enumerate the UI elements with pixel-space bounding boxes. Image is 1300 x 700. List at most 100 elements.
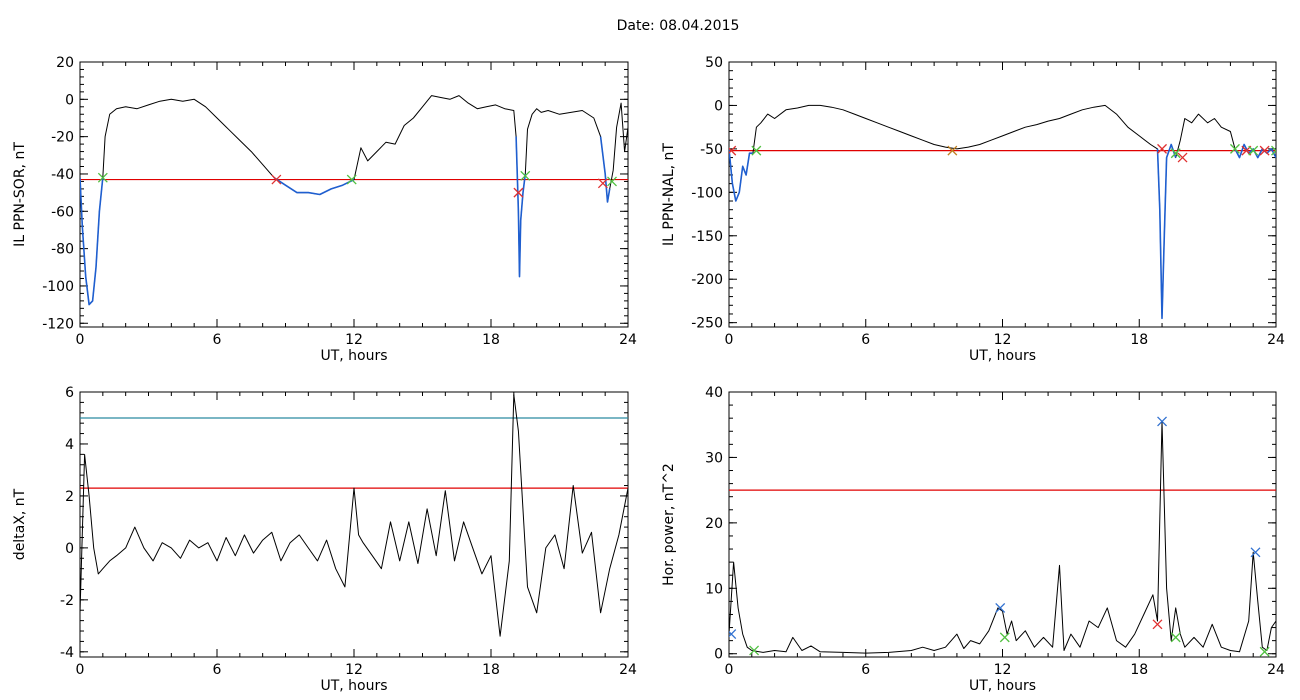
- series-line: [729, 104, 1276, 319]
- y-tick-label: 0: [714, 647, 723, 663]
- y-tick-label: 0: [65, 541, 74, 557]
- series-line: [80, 394, 628, 637]
- x-axis-label: UT, hours: [320, 678, 387, 694]
- y-tick-label: 20: [705, 516, 723, 532]
- page-title: Date: 08.04.2015: [0, 18, 1300, 34]
- y-tick-label: 2: [65, 489, 74, 505]
- data-marker: [1177, 152, 1188, 163]
- plot-data-group: [729, 416, 1276, 657]
- y-tick-label: 0: [65, 92, 74, 108]
- plot-data-group: [80, 394, 628, 637]
- data-marker: [1259, 646, 1270, 657]
- series-segment: [80, 177, 104, 306]
- y-axis-label: deltaX, nT: [12, 488, 28, 560]
- date-value: 08.04.2015: [659, 18, 740, 34]
- x-tick-label: 6: [861, 662, 870, 678]
- x-tick-label: 24: [1267, 332, 1285, 348]
- y-tick-label: -2: [60, 593, 74, 609]
- data-marker: [729, 145, 737, 156]
- x-axis-label: UT, hours: [969, 678, 1036, 694]
- series-line: [729, 420, 1276, 654]
- x-tick-label: 12: [345, 662, 363, 678]
- data-marker: [1230, 143, 1240, 154]
- x-tick-label: 12: [345, 332, 363, 348]
- data-marker: [1248, 145, 1259, 156]
- y-tick-label: -120: [42, 316, 74, 332]
- y-axis-label: Hor. power, nT^2: [661, 463, 677, 586]
- series-segment: [515, 136, 527, 278]
- plot-frame: [728, 391, 1277, 658]
- x-tick-label: 18: [482, 332, 500, 348]
- x-tick-label: 18: [482, 662, 500, 678]
- x-tick-label: 6: [213, 332, 222, 348]
- y-tick-label: 6: [65, 385, 74, 401]
- x-tick-label: 0: [725, 662, 734, 678]
- series-segment: [1156, 143, 1177, 320]
- y-tick-label: -100: [42, 279, 74, 295]
- series-segment: [729, 148, 753, 202]
- y-tick-label: 50: [705, 55, 723, 71]
- x-tick-label: 18: [1130, 662, 1148, 678]
- y-tick-label: 40: [705, 385, 723, 401]
- data-marker: [729, 629, 737, 640]
- y-tick-label: 0: [714, 98, 723, 114]
- x-tick-label: 18: [1130, 332, 1148, 348]
- data-marker: [1157, 416, 1168, 427]
- x-tick-label: 24: [619, 662, 637, 678]
- data-marker: [513, 187, 524, 198]
- y-tick-label: -4: [60, 645, 74, 661]
- data-marker: [271, 174, 282, 185]
- chart-panel-1: 0 6 12 18 24 20 0 -20 -40 -60 -80 -100 -120 UT, hours…: [12, 55, 637, 364]
- data-marker: [597, 178, 608, 189]
- series-segment: [273, 177, 355, 196]
- data-marker: [1271, 145, 1276, 156]
- y-tick-label: -200: [691, 272, 723, 288]
- plot-frame: [79, 61, 629, 328]
- x-tick-label: 24: [1267, 662, 1285, 678]
- plot-data-group: [80, 95, 628, 306]
- y-tick-label: -50: [700, 142, 723, 158]
- data-marker: [749, 645, 760, 656]
- x-tick-label: 6: [213, 662, 222, 678]
- data-marker: [1259, 145, 1270, 156]
- x-tick-label: 12: [994, 332, 1012, 348]
- y-tick-label: 10: [705, 581, 723, 597]
- plot-data-group: [729, 104, 1276, 320]
- x-axis-label: UT, hours: [320, 348, 387, 364]
- chart-panel-3: 0 6 12 18 24 6 4 2 0 -2 -4 UT, hours deltaX, nT: [12, 385, 637, 694]
- data-marker: [1170, 148, 1181, 159]
- y-tick-label: -80: [51, 242, 74, 258]
- y-tick-label: -40: [51, 167, 74, 183]
- x-axis-label: UT, hours: [969, 348, 1036, 364]
- plot-frame: [79, 391, 629, 658]
- x-tick-label: 6: [861, 332, 870, 348]
- x-tick-label: 0: [76, 332, 85, 348]
- x-tick-label: 12: [994, 662, 1012, 678]
- date-label: Date:: [616, 18, 655, 34]
- data-marker: [1157, 143, 1168, 154]
- data-marker: [1152, 619, 1163, 630]
- y-tick-label: -20: [51, 130, 74, 146]
- x-tick-label: 0: [725, 332, 734, 348]
- series-segment: [599, 136, 611, 203]
- chart-panel-4: 0 6 12 18 24 40 30 20 10 0 UT, hours Hor. power, nT…: [661, 385, 1285, 694]
- y-tick-label: 4: [65, 437, 74, 453]
- y-tick-label: -150: [691, 229, 723, 245]
- data-marker: [346, 174, 357, 185]
- series-line: [80, 95, 628, 306]
- data-marker: [751, 145, 762, 156]
- plot-frame: [728, 61, 1277, 328]
- y-tick-label: -60: [51, 204, 74, 220]
- y-tick-label: 30: [705, 450, 723, 466]
- y-tick-label: -100: [691, 185, 723, 201]
- x-tick-label: 0: [76, 662, 85, 678]
- data-marker: [947, 145, 958, 156]
- y-axis-label: IL PPN-NAL, nT: [661, 143, 677, 246]
- data-marker: [1170, 632, 1181, 643]
- data-marker: [97, 172, 108, 183]
- data-marker: [607, 176, 617, 187]
- data-marker: [1250, 547, 1261, 558]
- y-axis-label: IL PPN-SOR, nT: [12, 142, 28, 247]
- x-tick-label: 24: [619, 332, 637, 348]
